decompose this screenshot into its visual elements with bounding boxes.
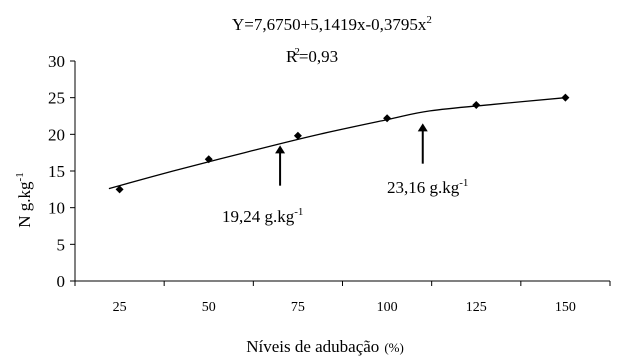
data-point bbox=[204, 155, 213, 164]
x-ticks: 25 50 75 100 125 150 bbox=[74, 281, 611, 315]
data-point bbox=[472, 101, 481, 109]
data-points bbox=[115, 93, 570, 194]
x-tick-label: 75 bbox=[291, 300, 305, 315]
annotation-arrow-head bbox=[417, 123, 428, 132]
annotation-arrow-head bbox=[275, 145, 286, 154]
y-tick-label: 5 bbox=[57, 235, 66, 254]
regression-curve bbox=[108, 97, 566, 190]
r-squared: R2=0,93 bbox=[286, 46, 338, 66]
annotation-label-1: 19,24 g.kg-1 bbox=[222, 206, 303, 226]
x-tick-label: 25 bbox=[113, 300, 127, 315]
y-tick-label: 20 bbox=[48, 125, 65, 144]
annotation-arrows bbox=[275, 123, 428, 186]
y-axis-label: N g.kg-1 bbox=[14, 172, 34, 227]
x-tick-label: 150 bbox=[555, 300, 576, 315]
regression-equation: Y=7,6750+5,1419x-0,3795x2 bbox=[232, 14, 432, 34]
x-tick-label: 50 bbox=[202, 300, 216, 315]
fit-curve-layer bbox=[108, 97, 566, 190]
y-tick-label: 0 bbox=[57, 272, 66, 291]
x-tick-label: 125 bbox=[466, 300, 487, 315]
x-tick-label: 100 bbox=[377, 300, 398, 315]
data-point bbox=[115, 185, 124, 194]
y-tick-label: 30 bbox=[48, 52, 65, 71]
y-tick-label: 25 bbox=[48, 89, 65, 108]
data-point bbox=[293, 131, 302, 140]
y-tick-label: 15 bbox=[48, 162, 65, 181]
y-ticks: 0 5 10 15 20 25 30 bbox=[48, 52, 75, 291]
annotation-label-2: 23,16 g.kg-1 bbox=[387, 177, 468, 197]
data-point bbox=[561, 93, 570, 102]
data-point bbox=[383, 114, 392, 123]
x-axis-label: Níveis de adubação (%) bbox=[246, 337, 404, 356]
y-tick-label: 10 bbox=[48, 199, 65, 218]
